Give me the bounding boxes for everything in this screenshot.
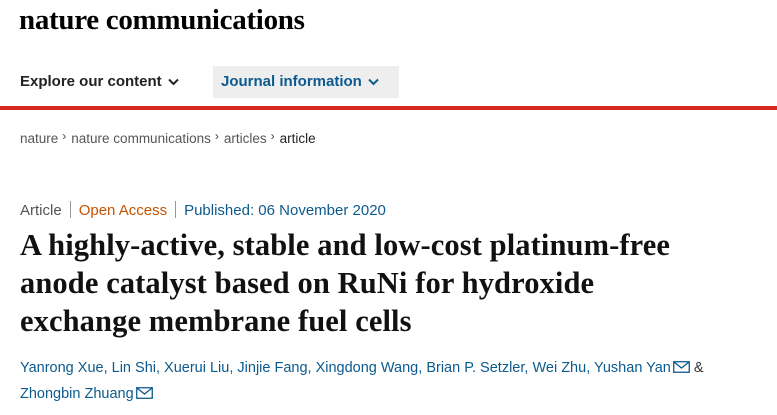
title-line: exchange membrane fuel cells [20,304,412,338]
title-line: anode catalyst based on RuNi for hydroxi… [20,266,595,300]
author-separator: , [524,360,529,376]
crumb[interactable]: nature communications [71,131,211,146]
article-type: Article [20,202,62,219]
chevron [167,78,179,86]
author-entry: Yushan Yan [594,360,690,376]
access: Open Access [78,202,168,219]
nav-item[interactable]: Explore our content [12,66,187,98]
authors: Yanrong Xue, Lin Shi, Xuerui Liu, Jinjie… [20,355,770,407]
author-entry: Brian P. Setzler, [426,360,528,376]
article-title: A highly-active, stable and low-cost pla… [20,226,670,340]
crumb[interactable]: nature [20,131,59,146]
logo[interactable]: nature communications [19,4,305,36]
nav-label[interactable]: Explore our content [20,73,162,90]
title-line: A highly-active, stable and low-cost pla… [20,228,670,262]
article-meta: Article Open Access Published: 06 November… [20,201,386,219]
author[interactable]: Xingdong Wang [315,360,419,376]
nav: Explore our content Journal information [0,66,777,98]
author-entry: Lin Shi, [112,360,160,376]
author-separator: , [229,360,234,376]
author-conjunction: & [693,360,704,376]
author[interactable]: Zhongbin Zhuang [20,386,134,402]
author[interactable]: Yanrong Xue [20,360,104,376]
author[interactable]: Jinjie Fang [237,360,308,376]
author[interactable]: Xuerui Liu [164,360,230,376]
crumb[interactable]: articles [223,131,267,146]
author-entry: Xingdong Wang, [316,360,423,376]
author[interactable]: Yushan Yan [594,360,671,376]
author-entry: Xuerui Liu, [164,360,233,376]
author-entry: Jinjie Fang, [237,360,311,376]
published: Published: 06 November 2020 [184,202,386,219]
nav-item[interactable]: Journal information [213,66,399,98]
author-separator: , [418,360,423,376]
crumb-sep: › [214,129,219,143]
author[interactable]: Brian P. Setzler [426,360,525,376]
author-separator: , [103,360,108,376]
author-entry: Zhongbin Zhuang [20,386,153,402]
meta-sep [69,201,71,218]
author[interactable]: Lin Shi [111,360,156,376]
nav-label[interactable]: Journal information [221,73,362,90]
author-separator: , [586,360,591,376]
meta-sep [175,201,177,218]
author-separator: , [155,360,161,376]
crumb: article [279,131,316,146]
crumb-sep: › [270,129,275,143]
author-entry: Wei Zhu, [532,360,590,376]
breadcrumb: nature › nature communications › articles › ar… [20,129,316,146]
author[interactable]: Wei Zhu [532,360,587,376]
mail-icon[interactable] [135,387,153,399]
chevron [368,78,379,86]
author-separator: , [307,360,312,376]
crumb-sep: › [62,129,67,143]
author-entry: Yanrong Xue, [20,360,108,376]
divider [0,106,777,110]
mail-icon[interactable] [672,361,690,373]
